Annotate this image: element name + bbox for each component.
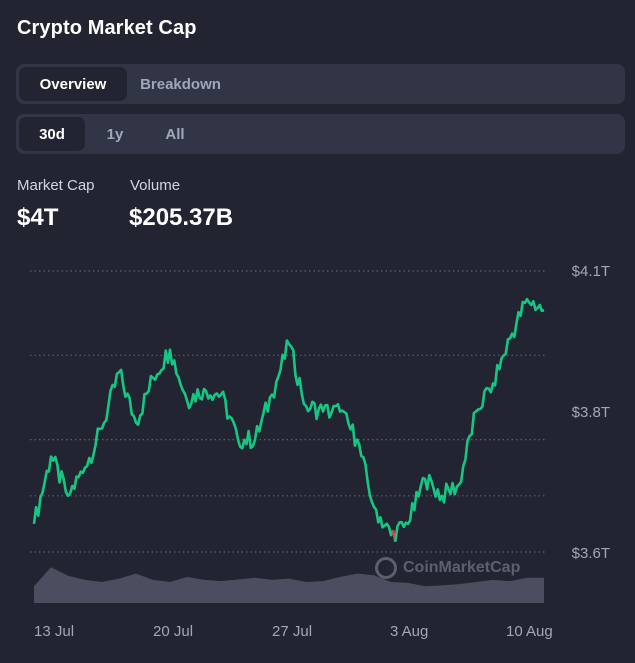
x-tick-label: 13 Jul [34,623,75,640]
tab-breakdown[interactable]: Breakdown [140,75,221,93]
y-tick-label: $3.8T [571,404,610,421]
market-cap-chart[interactable] [0,255,635,615]
volume-area [34,567,544,603]
coinmarketcap-logo-icon [375,557,397,579]
page-title: Crypto Market Cap [17,17,197,39]
x-tick-label: 10 Aug [506,623,553,640]
range-1y-button[interactable]: 1y [106,125,124,143]
range-all-button[interactable]: All [165,125,185,143]
x-tick-label: 20 Jul [153,623,194,640]
y-tick-label: $4.1T [571,263,610,280]
view-tabs: Overview Breakdown [16,64,625,104]
volume-label: Volume [130,177,181,194]
market-cap-series-line [394,297,545,542]
x-tick-label: 3 Aug [390,623,429,640]
market-cap-series-line [32,339,395,537]
volume-value: $205.37B [129,204,234,231]
range-30d-button[interactable]: 30d [19,117,85,151]
coinmarketcap-watermark: CoinMarketCap [375,557,520,579]
tab-overview[interactable]: Overview [19,67,127,101]
market-cap-label: Market Cap [17,177,95,194]
market-cap-value: $4T [17,204,59,231]
x-tick-label: 27 Jul [272,623,313,640]
y-tick-label: $3.6T [571,545,610,562]
range-selector: 30d 1y All [16,114,625,154]
